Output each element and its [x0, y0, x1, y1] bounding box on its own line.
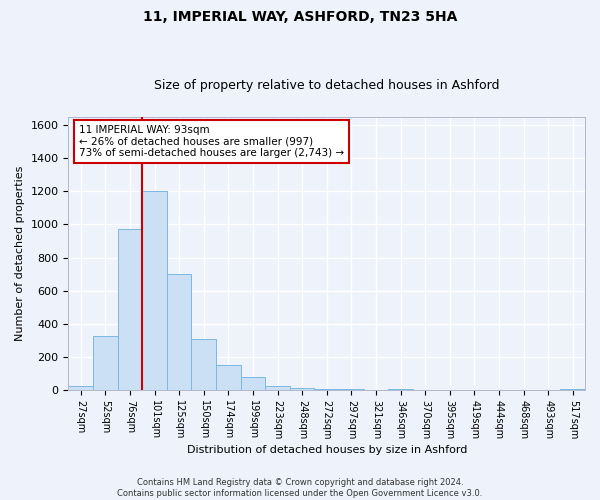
Text: 11 IMPERIAL WAY: 93sqm
← 26% of detached houses are smaller (997)
73% of semi-de: 11 IMPERIAL WAY: 93sqm ← 26% of detached…	[79, 125, 344, 158]
Bar	[339, 388, 364, 390]
Bar	[314, 388, 339, 390]
Bar	[191, 339, 216, 390]
Title: Size of property relative to detached houses in Ashford: Size of property relative to detached ho…	[154, 79, 499, 92]
Text: 11, IMPERIAL WAY, ASHFORD, TN23 5HA: 11, IMPERIAL WAY, ASHFORD, TN23 5HA	[143, 10, 457, 24]
Bar	[290, 388, 314, 390]
Bar	[216, 364, 241, 390]
Bar	[167, 274, 191, 390]
X-axis label: Distribution of detached houses by size in Ashford: Distribution of detached houses by size …	[187, 445, 467, 455]
Text: Contains HM Land Registry data © Crown copyright and database right 2024.
Contai: Contains HM Land Registry data © Crown c…	[118, 478, 482, 498]
Bar	[241, 377, 265, 390]
Bar	[118, 230, 142, 390]
Bar	[388, 388, 413, 390]
Bar	[68, 386, 93, 390]
Bar	[560, 388, 585, 390]
Y-axis label: Number of detached properties: Number of detached properties	[15, 166, 25, 341]
Bar	[142, 192, 167, 390]
Bar	[265, 386, 290, 390]
Bar	[93, 336, 118, 390]
